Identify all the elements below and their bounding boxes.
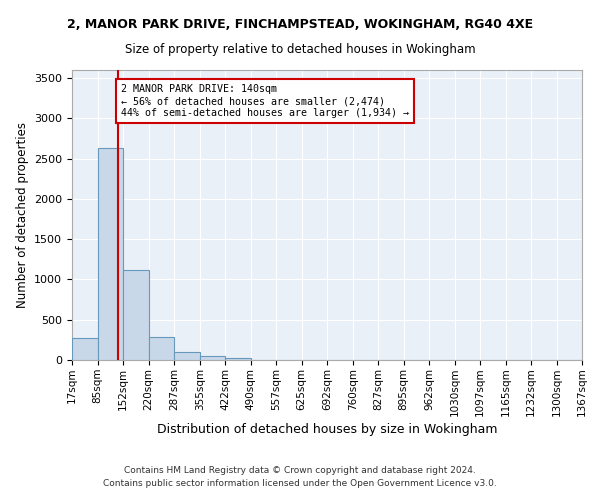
Text: Size of property relative to detached houses in Wokingham: Size of property relative to detached ho… [125, 42, 475, 56]
Bar [123, 270, 149, 360]
Text: Contains HM Land Registry data © Crown copyright and database right 2024.
Contai: Contains HM Land Registry data © Crown c… [103, 466, 497, 487]
Y-axis label: Number of detached properties: Number of detached properties [16, 122, 29, 308]
Bar [98, 148, 123, 360]
Bar [174, 352, 200, 360]
X-axis label: Distribution of detached houses by size in Wokingham: Distribution of detached houses by size … [157, 424, 497, 436]
Bar [225, 358, 251, 360]
Bar [72, 338, 98, 360]
Text: 2, MANOR PARK DRIVE, FINCHAMPSTEAD, WOKINGHAM, RG40 4XE: 2, MANOR PARK DRIVE, FINCHAMPSTEAD, WOKI… [67, 18, 533, 30]
Bar [149, 338, 174, 360]
Bar [200, 356, 225, 360]
Text: 2 MANOR PARK DRIVE: 140sqm
← 56% of detached houses are smaller (2,474)
44% of s: 2 MANOR PARK DRIVE: 140sqm ← 56% of deta… [121, 84, 409, 117]
